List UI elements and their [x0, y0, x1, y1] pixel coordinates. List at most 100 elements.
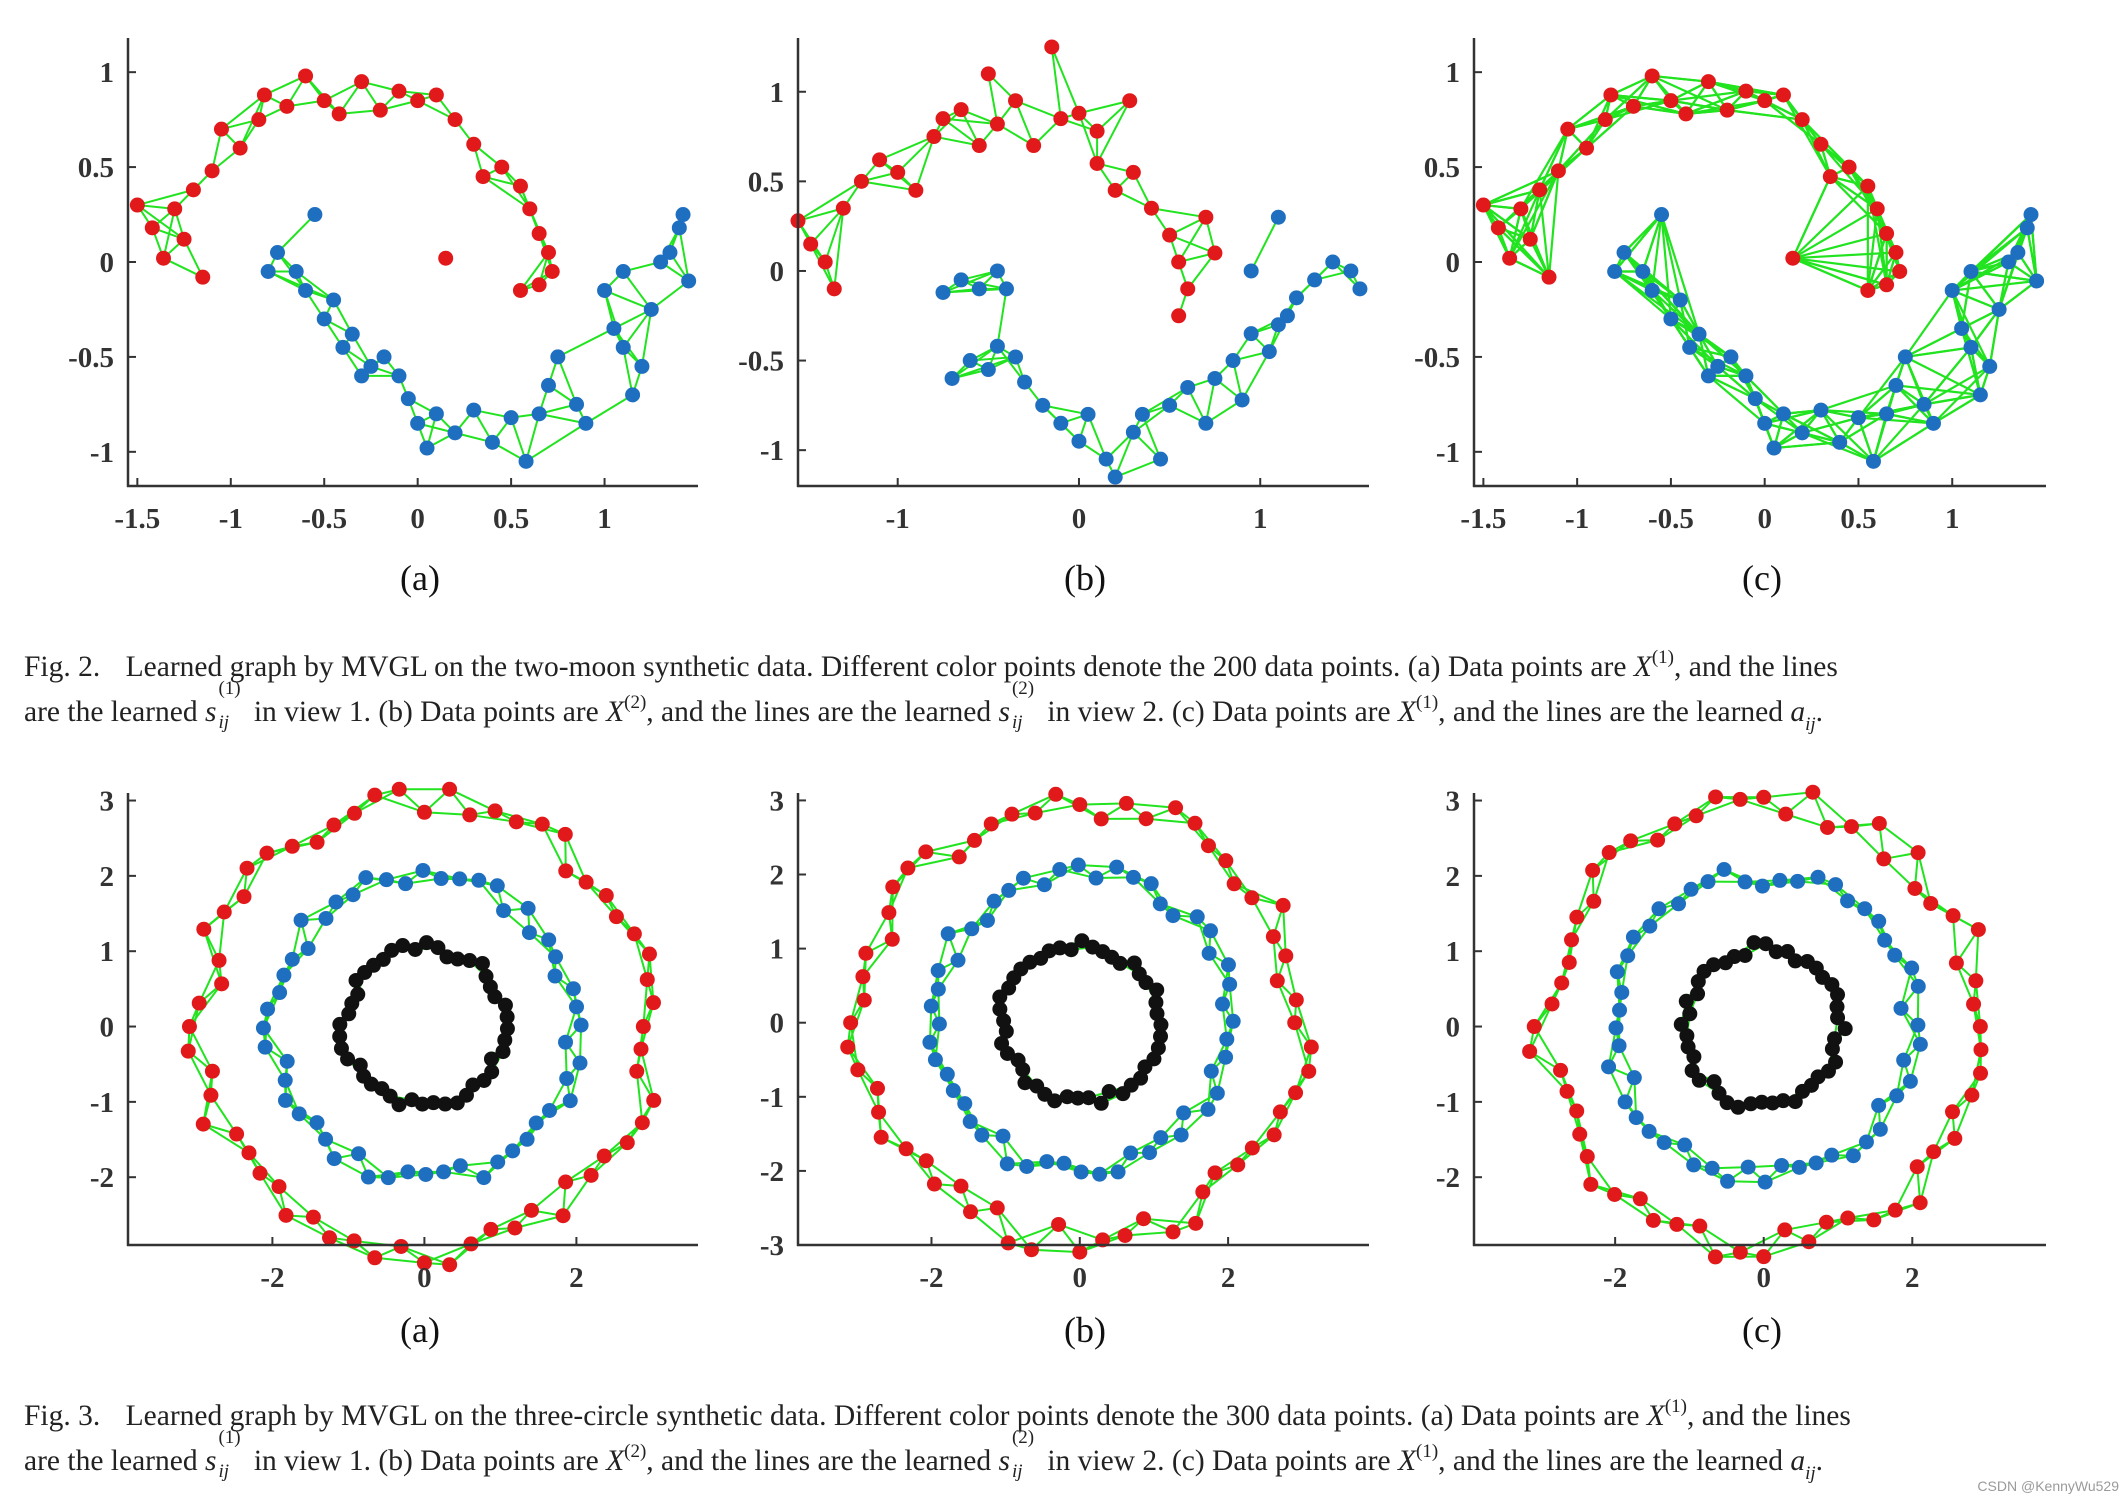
- data-point: [1125, 424, 1141, 440]
- data-point: [1107, 182, 1123, 198]
- y-tick-label: 0: [770, 1008, 785, 1040]
- data-points: [840, 786, 1319, 1260]
- data-point: [1972, 387, 1988, 403]
- math-sup: (1): [218, 1427, 241, 1448]
- graph-edge: [295, 270, 335, 301]
- graph-edge: [1951, 289, 2000, 311]
- math-index-stack: (2) ij: [1010, 1428, 1040, 1481]
- math-sup: (1): [1416, 1441, 1439, 1462]
- data-point: [633, 1041, 649, 1057]
- data-point: [1583, 1176, 1599, 1192]
- graph-edge: [136, 204, 185, 241]
- fig2-caption-text: , and the lines are the learned: [1438, 696, 1783, 728]
- math-s: s: [998, 1445, 1010, 1477]
- data-point: [1829, 999, 1845, 1015]
- x-tick-label: 0: [1757, 503, 1772, 535]
- data-point: [1887, 1202, 1903, 1218]
- data-point: [1813, 136, 1829, 152]
- data-point: [1230, 1157, 1246, 1173]
- data-point: [1774, 1157, 1790, 1173]
- data-point: [926, 1176, 942, 1192]
- graph-edge: [562, 1174, 592, 1217]
- data-point: [407, 941, 423, 957]
- data-point: [279, 98, 295, 114]
- graph-edge: [424, 811, 470, 816]
- data-point: [1244, 1140, 1260, 1156]
- graph-edge: [525, 413, 541, 462]
- data-point: [999, 1156, 1015, 1172]
- graph-edge: [905, 1148, 936, 1185]
- data-point: [572, 1055, 588, 1071]
- data-point: [1125, 869, 1141, 885]
- data-point: [962, 1114, 978, 1130]
- data-point: [344, 326, 360, 342]
- data-point: [251, 112, 267, 128]
- data-point: [340, 1051, 356, 1067]
- graph-edge: [1670, 90, 1747, 102]
- data-point: [1307, 272, 1323, 288]
- data-point: [858, 945, 874, 961]
- graph-edge: [1651, 74, 1728, 112]
- data-point: [1779, 944, 1795, 960]
- data-point: [1207, 370, 1223, 386]
- data-point: [653, 254, 669, 270]
- data-point: [1887, 947, 1903, 963]
- graph-edge: [1792, 257, 1869, 292]
- graph-edge: [1529, 189, 1541, 240]
- data-point: [442, 781, 458, 797]
- data-point: [416, 804, 432, 820]
- data-point: [1663, 311, 1679, 327]
- graph-edge: [276, 213, 316, 254]
- data-point: [519, 1131, 535, 1147]
- data-point: [558, 863, 574, 879]
- data-point: [462, 953, 478, 969]
- graph-edge: [1998, 280, 2038, 311]
- x-tick-label: -0.5: [1648, 503, 1694, 535]
- fig2-panel-label-b: (b): [1064, 558, 1106, 598]
- graph-edge: [278, 1185, 315, 1218]
- graph-edge: [1707, 375, 1766, 425]
- data-point: [1871, 815, 1887, 831]
- data-point: [1198, 415, 1214, 431]
- graph-edge: [907, 855, 960, 870]
- data-point: [471, 872, 487, 888]
- data-point: [1828, 1054, 1844, 1070]
- data-point: [232, 140, 248, 156]
- data-point: [940, 926, 956, 942]
- data-point: [1101, 1083, 1117, 1099]
- data-point: [927, 1052, 943, 1068]
- data-point: [1544, 996, 1560, 1012]
- data-point: [1004, 806, 1020, 822]
- data-point: [1642, 918, 1658, 934]
- data-point: [428, 87, 444, 103]
- data-point: [1690, 973, 1706, 989]
- data-point: [335, 339, 351, 355]
- data-point: [1635, 263, 1651, 279]
- graph-edge: [1792, 251, 1897, 260]
- graph-edge: [1143, 1217, 1196, 1225]
- data-point: [1691, 1072, 1707, 1088]
- graph-edge: [1792, 257, 1887, 286]
- y-tick-label: 2: [100, 861, 115, 893]
- data-point: [930, 963, 946, 979]
- graph-edge: [1699, 1225, 1741, 1254]
- data-point: [474, 955, 490, 971]
- watermark: CSDN @KennyWu529: [1977, 1478, 2119, 1494]
- graph-edge: [1007, 1223, 1059, 1244]
- data-point: [1118, 795, 1134, 811]
- graph-edge: [1792, 185, 1869, 259]
- graph-edge: [1894, 1166, 1919, 1211]
- data-point: [1818, 1214, 1834, 1230]
- graph-edge: [1592, 852, 1611, 902]
- data-point: [1641, 1123, 1657, 1139]
- x-tick-label: 1: [1945, 503, 1960, 535]
- data-point: [1623, 833, 1639, 849]
- data-point: [1710, 358, 1726, 374]
- data-point: [1143, 876, 1159, 892]
- data-point: [989, 263, 1005, 279]
- graph-edge: [1035, 803, 1080, 815]
- data-point: [1226, 876, 1242, 892]
- fig3-caption-text: Learned graph by MVGL on the three-circl…: [125, 1400, 1640, 1432]
- graph-edge: [1676, 1223, 1717, 1258]
- x-tick-label: -2: [260, 1262, 284, 1294]
